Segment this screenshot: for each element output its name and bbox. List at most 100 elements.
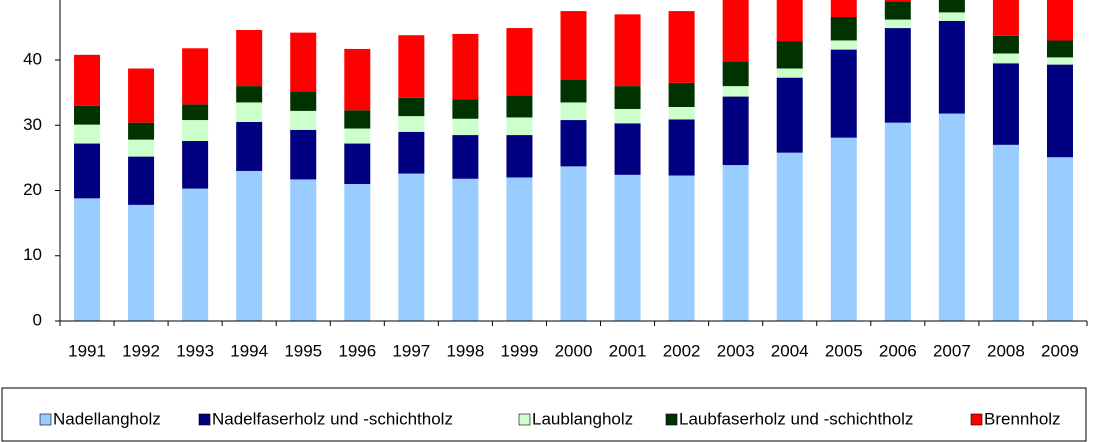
legend-swatch [970,413,983,426]
bar-segment [776,68,803,78]
bar-segment [74,143,101,199]
bar-segment [398,131,425,174]
x-tick-label: 2006 [879,341,917,360]
bar-segment [830,16,857,41]
legend-label: Laubfaserholz und -schichtholz [679,409,913,428]
bar-segment [506,135,533,178]
bar-segment [506,28,533,96]
bar-segment [668,11,695,83]
x-tick-label: 2007 [933,341,971,360]
x-tick-label: 2009 [1041,341,1079,360]
x-tick-label: 1992 [122,341,160,360]
bar-segment [938,0,965,13]
bar-segment [722,165,749,321]
bar-segment [236,86,263,103]
bar-segment [398,173,425,321]
bar-segment [560,79,587,103]
bar-segment [182,140,209,189]
legend-swatch [518,413,531,426]
bar-segment [776,0,803,42]
bar-segment [884,19,911,29]
bar-segment [182,120,209,141]
bar-segment [884,1,911,20]
bar-segment [128,122,155,140]
bar-segment [884,0,911,2]
bar-segment [290,32,317,92]
bar-segment [722,0,749,62]
legend-label: Brennholz [984,409,1061,428]
bar-segment [290,129,317,180]
x-tick-label: 1991 [68,341,106,360]
bar-segment [722,61,749,87]
x-tick-label: 2002 [663,341,701,360]
bar-segment [128,68,155,123]
bar-segment [1046,64,1073,158]
bar-segment [74,124,101,144]
y-tick-label: 10 [23,245,42,264]
bar-segment [776,77,803,153]
bar-segment [722,96,749,166]
bar-segment [236,30,263,87]
bar-segment [614,86,641,109]
bar-segment [614,14,641,87]
bar-segment [1046,57,1073,65]
bar-segment [452,118,479,136]
y-tick-label: 40 [23,50,42,69]
bar-segment [830,49,857,138]
bar-segment [290,110,317,130]
bar-segment [344,128,371,144]
x-tick-label: 1997 [392,341,430,360]
bar-segment [560,120,587,167]
bar-segment [830,137,857,321]
bar-segment [614,174,641,321]
bar-segment [1046,157,1073,321]
bar-segment [182,104,209,121]
bar-segment [344,143,371,184]
x-tick-label: 1999 [501,341,539,360]
legend-label: Laublangholz [532,409,633,428]
x-tick-label: 2003 [717,341,755,360]
x-tick-label: 2000 [555,341,593,360]
bar-segment [668,175,695,321]
bar-segment [506,95,533,118]
bar-segment [992,63,1019,145]
bar-segment [452,99,479,119]
bar-segment [236,170,263,321]
x-tick-label: 1994 [230,341,268,360]
bar-segment [452,33,479,100]
bar-segment [236,122,263,171]
x-tick-label: 2005 [825,341,863,360]
bar-segment [668,82,695,107]
bar-segment [344,183,371,321]
bar-segment [614,108,641,124]
bar-segment [128,156,155,205]
bar-segment [398,35,425,98]
bar-segment [452,178,479,321]
legend-swatch [665,413,678,426]
bar-segment [1046,40,1073,58]
bar-segment [128,204,155,321]
bar-segment [938,20,965,114]
bar-segment [344,48,371,111]
bar-segment [344,110,371,129]
bar-segment [236,102,263,123]
x-tick-label: 2001 [609,341,647,360]
bar-segment [992,144,1019,321]
bar-segment [290,179,317,321]
bar-segment [830,0,857,17]
legend-box [1,387,1087,442]
x-tick-label: 1993 [176,341,214,360]
bar-segment [506,177,533,321]
bar-segment [992,0,1019,36]
y-tick-label: 20 [23,180,42,199]
bar-segment [884,28,911,123]
bar-segment [1046,0,1073,41]
bar-segment [560,11,587,80]
y-tick-label: 30 [23,115,42,134]
plot-area [74,0,1073,322]
bar-segment [74,54,101,106]
bar-segment [830,40,857,50]
bar-segment [992,53,1019,64]
bar-segment [182,188,209,321]
x-tick-label: 2004 [771,341,809,360]
